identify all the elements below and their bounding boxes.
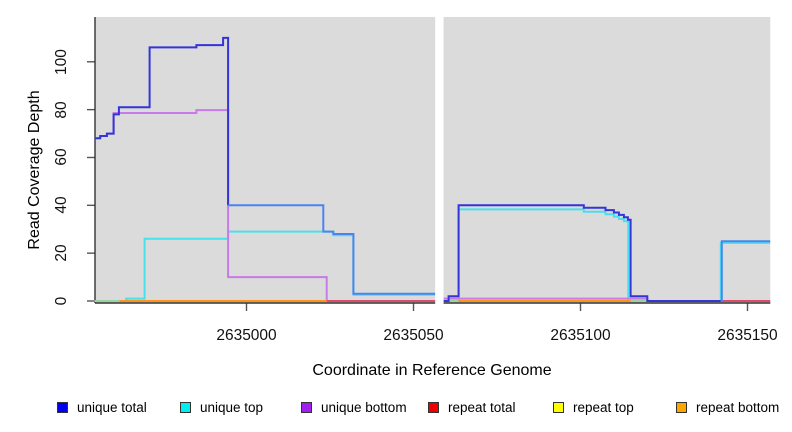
plot-background — [95, 17, 771, 303]
x-tick-label: 2635050 — [383, 327, 444, 344]
legend-item-unique-top: unique top — [180, 399, 264, 415]
y-tick-label: 40 — [53, 196, 70, 214]
y-tick-label: 20 — [53, 244, 70, 262]
legend-label: repeat total — [448, 399, 516, 415]
unique-total-swatch-icon — [57, 401, 68, 413]
y-tick-label: 60 — [53, 148, 70, 167]
unique-bottom-swatch-icon — [301, 401, 312, 413]
repeat-top-swatch-icon — [553, 401, 564, 413]
x-tick-label: 2635100 — [550, 327, 611, 344]
series-unique-total-line — [228, 204, 436, 295]
legend-label: unique total — [77, 399, 147, 415]
legend-label: repeat bottom — [696, 399, 780, 415]
legend-label: repeat top — [573, 399, 634, 415]
x-tick-label: 2635150 — [717, 327, 778, 344]
no-data-gap-band — [435, 16, 444, 306]
y-axis-title: Read Coverage Depth — [26, 90, 43, 250]
legend-item-repeat-total: repeat total — [428, 399, 516, 415]
legend-item-unique-total: unique total — [57, 399, 147, 415]
repeat-total-swatch-icon — [428, 401, 439, 413]
repeat-bottom-swatch-icon — [676, 401, 687, 413]
legend-label: unique top — [200, 399, 264, 415]
legend-label: unique bottom — [321, 399, 407, 415]
series-unique-total-line — [443, 204, 721, 302]
unique-top-swatch-icon — [180, 401, 191, 413]
series-unique-total-line — [94, 36, 230, 206]
y-tick-label: 0 — [53, 296, 70, 306]
legend-item-repeat-top: repeat top — [553, 399, 634, 415]
legend-item-unique-bottom: unique bottom — [301, 399, 407, 415]
series-unique-total-line — [720, 240, 771, 302]
x-axis-title: Coordinate in Reference Genome — [312, 362, 552, 379]
x-tick-label: 2635000 — [216, 327, 277, 344]
legend-item-repeat-bottom: repeat bottom — [676, 399, 780, 415]
y-tick-label: 80 — [53, 101, 70, 119]
y-tick-label: 100 — [53, 48, 70, 75]
